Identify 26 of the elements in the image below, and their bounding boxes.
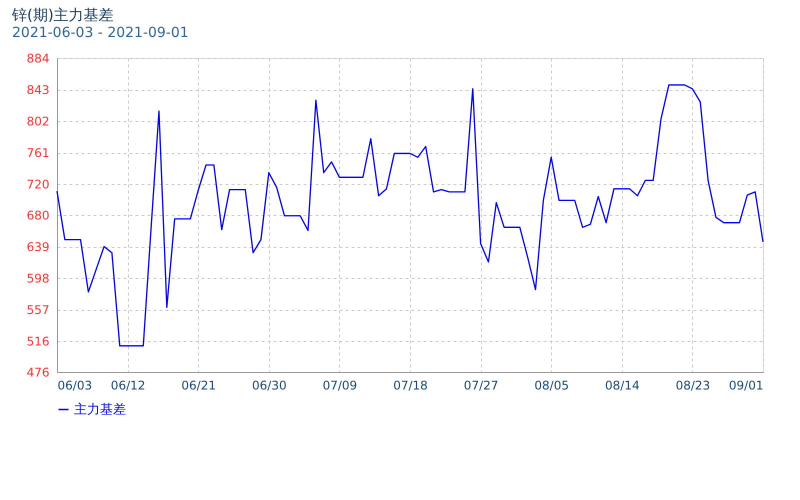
- x-tick-label: 07/09: [322, 378, 358, 392]
- y-tick-label: 884: [26, 52, 50, 66]
- y-tick-label: 516: [26, 334, 50, 349]
- chart-subtitle: 2021-06-03 - 2021-09-01: [12, 25, 189, 41]
- y-tick-label: 680: [26, 208, 50, 222]
- y-tick-label: 476: [26, 366, 50, 380]
- x-tick-label: 06/30: [252, 378, 287, 392]
- chart-title: 锌(期)主力基差: [11, 6, 114, 24]
- x-tick-label: 09/01: [728, 378, 764, 392]
- x-tick-label: 07/18: [393, 378, 428, 392]
- y-tick-label: 598: [26, 272, 50, 286]
- y-tick-label: 843: [26, 83, 50, 98]
- y-tick-label: 802: [26, 114, 50, 129]
- x-tick-label: 07/27: [464, 378, 498, 392]
- x-tick-label: 08/14: [605, 378, 640, 392]
- x-tick-label: 06/21: [181, 378, 216, 392]
- y-tick-label: 639: [26, 240, 50, 254]
- y-tick-label: 720: [26, 178, 50, 192]
- y-tick-label: 761: [26, 146, 50, 160]
- x-tick-label: 08/23: [676, 378, 710, 392]
- x-tick-label: 06/12: [110, 378, 146, 392]
- y-tick-label: 557: [26, 303, 50, 318]
- line-series: [56, 84, 764, 346]
- x-tick-label: 08/05: [534, 378, 569, 392]
- x-tick-label: 06/03: [58, 378, 92, 392]
- legend-label: 主力基差: [74, 402, 126, 418]
